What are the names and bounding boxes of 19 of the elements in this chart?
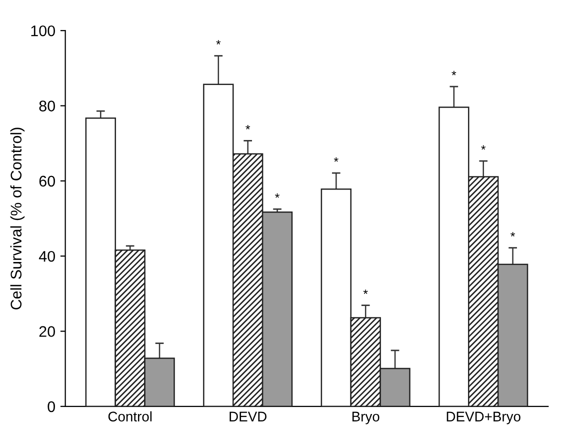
- y-tick-label: 80: [39, 100, 55, 112]
- data-label: *: [216, 40, 221, 44]
- y-tick-label: 0: [48, 401, 55, 412]
- x-tick-label: Control: [108, 411, 152, 422]
- data-label: *: [510, 232, 516, 236]
- data-label: *: [246, 125, 250, 130]
- y-tick-label: 100: [31, 25, 56, 36]
- x-tick-label: Bryo: [352, 412, 380, 424]
- data-label: *: [481, 145, 486, 150]
- data-label: *: [334, 157, 338, 162]
- data-label: *: [363, 290, 368, 294]
- y-axis-title: Cell Survival (% of Control): [10, 128, 25, 310]
- y-tick-label: 60: [39, 176, 55, 187]
- data-label: *: [275, 193, 280, 198]
- data-label: *: [452, 70, 456, 76]
- y-tick-label: 20: [39, 326, 55, 337]
- y-tick-label: 40: [38, 250, 55, 262]
- x-tick-label: DEVD: [230, 412, 266, 422]
- x-tick-label: DEVD+Bryo: [446, 412, 520, 424]
